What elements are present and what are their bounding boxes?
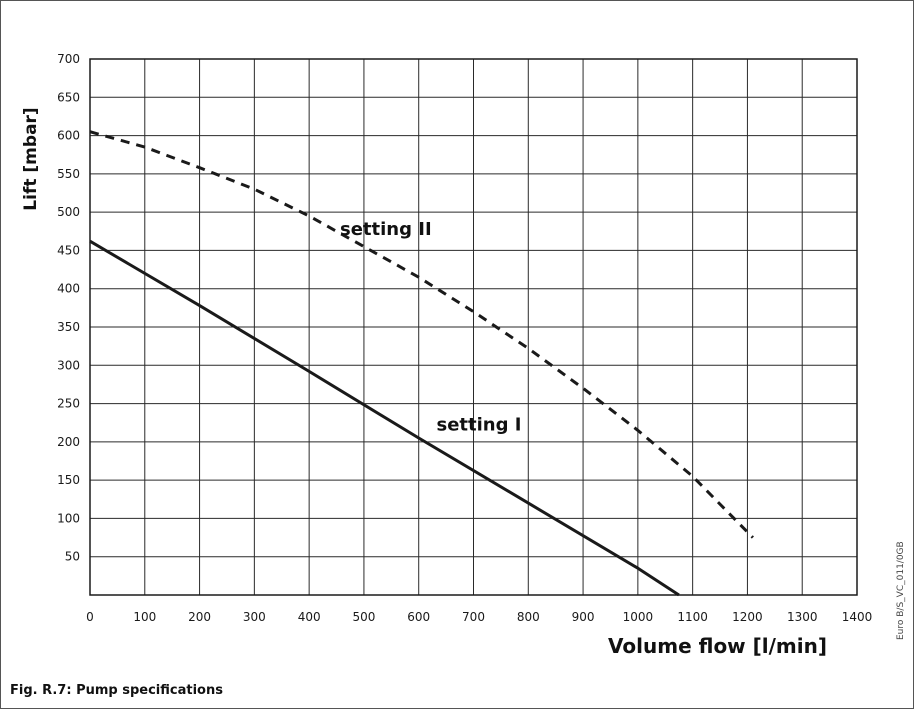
side-code: Euro B/S_VC_011/0GB <box>896 541 906 640</box>
x-axis-title: Volume flow [l/min] <box>608 634 827 658</box>
x-tick-label: 400 <box>298 610 321 624</box>
y-tick-label: 50 <box>65 550 80 564</box>
x-tick-label: 0 <box>86 610 94 624</box>
y-tick-label: 700 <box>57 52 80 66</box>
annotations: setting II setting I <box>340 219 521 435</box>
x-tick-label: 700 <box>462 610 485 624</box>
y-tick-label: 400 <box>57 282 80 296</box>
tick-labels: 0 100 200 300 400 500 600 700 800 900 1000 1100 1200… <box>57 52 872 624</box>
y-tick-label: 100 <box>57 511 80 525</box>
x-tick-label: 1300 <box>787 610 818 624</box>
x-tick-label: 800 <box>517 610 540 624</box>
x-tick-label: 500 <box>352 610 375 624</box>
x-tick-label: 600 <box>407 610 430 624</box>
y-tick-label: 350 <box>57 320 80 334</box>
x-tick-label: 100 <box>133 610 156 624</box>
y-tick-label: 200 <box>57 435 80 449</box>
y-tick-label: 600 <box>57 129 80 143</box>
x-tick-label: 1100 <box>677 610 708 624</box>
grid <box>90 59 857 595</box>
x-tick-label: 1400 <box>842 610 873 624</box>
y-tick-label: 450 <box>57 243 80 257</box>
y-tick-label: 500 <box>57 205 80 219</box>
x-tick-label: 900 <box>572 610 595 624</box>
x-tick-label: 200 <box>188 610 211 624</box>
y-tick-label: 650 <box>57 90 80 104</box>
series-line-2 <box>89 130 754 539</box>
x-tick-label: 300 <box>243 610 266 624</box>
series-label-2: setting I <box>436 414 521 435</box>
y-tick-label: 550 <box>57 167 80 181</box>
figure-caption: Fig. R.7: Pump specifications <box>10 683 223 698</box>
x-tick-label: 1200 <box>732 610 763 624</box>
plot-area-border <box>89 58 858 596</box>
y-tick-label: 300 <box>57 358 80 372</box>
series-line-1 <box>89 239 680 597</box>
y-tick-label: 150 <box>57 473 80 487</box>
x-tick-label: 1000 <box>623 610 654 624</box>
series-label-1: setting II <box>340 219 432 240</box>
y-tick-label: 250 <box>57 397 80 411</box>
series-layer <box>89 130 754 597</box>
y-axis-title: Lift [mbar] <box>21 107 41 210</box>
